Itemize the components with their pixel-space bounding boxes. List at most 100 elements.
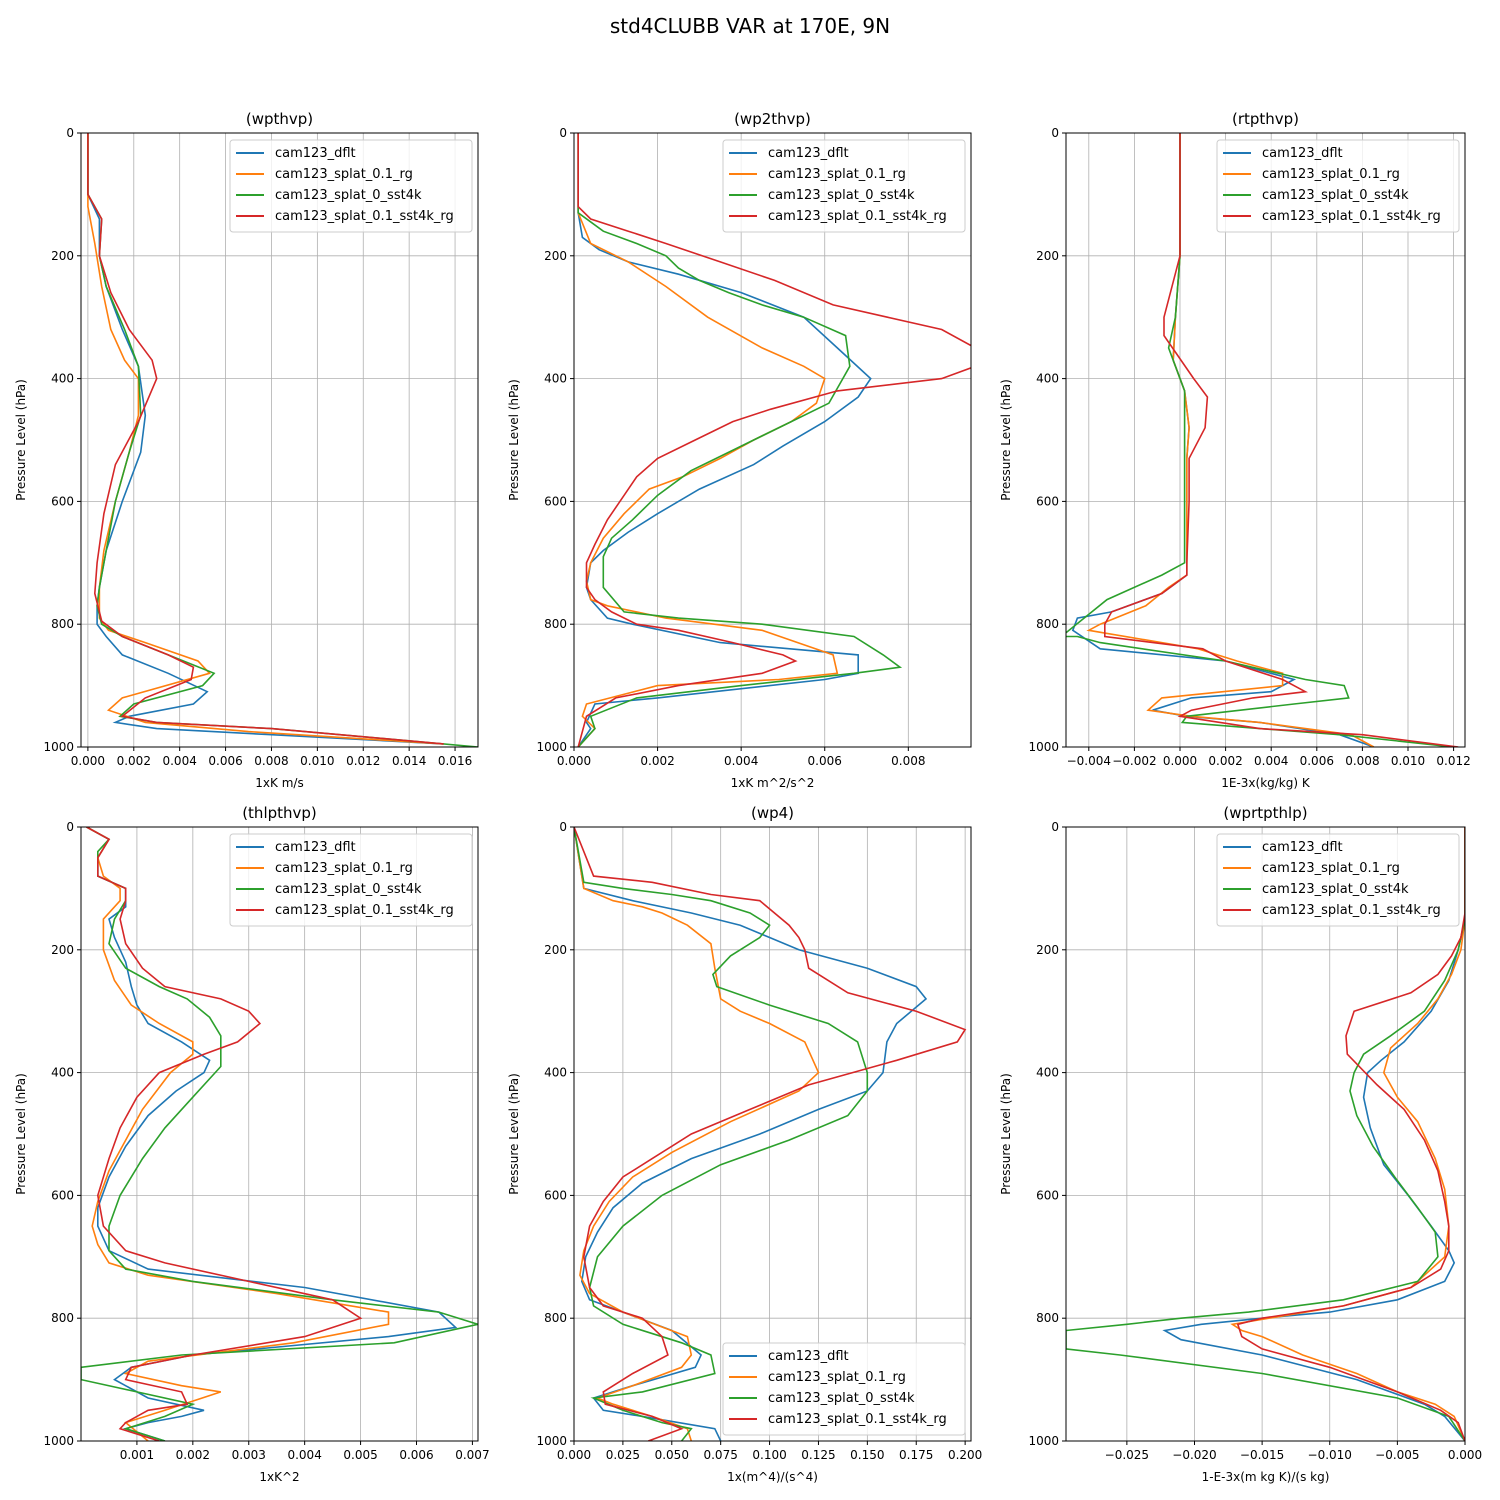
legend-label: cam123_splat_0.1_sst4k_rg	[1262, 209, 1441, 224]
y-tick-label: 1000	[536, 740, 567, 754]
y-axis-label: Pressure Level (hPa)	[507, 1073, 521, 1195]
x-tick-label: 0.175	[899, 1448, 933, 1462]
y-tick-label: 1000	[43, 1434, 74, 1448]
legend: cam123_dflt cam123_splat_0.1_rg cam123_spl…	[229, 833, 473, 927]
y-tick-label: 600	[51, 494, 74, 508]
y-tick-label: 400	[51, 372, 74, 386]
figure-title: std4CLUBB VAR at 170E, 9N	[609, 14, 891, 38]
x-tick-label: 0.004	[724, 754, 758, 768]
x-tick-label: −0.010	[1308, 1448, 1352, 1462]
x-tick-label: 0.007	[455, 1448, 489, 1462]
x-tick-label: 0.008	[1345, 754, 1379, 768]
x-tick-label: 0.100	[752, 1448, 786, 1462]
x-tick-label: −0.025	[1105, 1448, 1149, 1462]
legend-label: cam123_splat_0.1_rg	[275, 167, 413, 182]
series-line-cam123_splat_0.1_sst4k_rg	[1104, 133, 1459, 747]
panel-3: −0.004 −0.002 0.000 0.002 0.004 0.006 0.008 0.0…	[999, 110, 1471, 790]
plot-frame	[1065, 132, 1466, 748]
panel-title: (thlpthvp)	[242, 804, 317, 822]
x-tick-label: 0.002	[1208, 754, 1242, 768]
legend-label: cam123_splat_0_sst4k	[1262, 882, 1409, 897]
x-tick-label: −0.005	[1375, 1448, 1419, 1462]
y-tick-label: 200	[544, 943, 567, 957]
y-tick-label: 400	[544, 372, 567, 386]
panel-2: 0.000 0.002 0.004 0.006 0.008 0 200 400 600 800 10…	[507, 110, 972, 790]
y-tick-label: 800	[544, 617, 567, 631]
legend: cam123_dflt cam123_splat_0.1_rg cam123_spl…	[722, 1342, 966, 1436]
legend-label: cam123_splat_0.1_rg	[768, 167, 906, 182]
x-tick-label: 0.000	[557, 1448, 591, 1462]
legend-label: cam123_dflt	[768, 146, 849, 161]
y-tick-label: 600	[1036, 494, 1059, 508]
y-tick-label: 400	[1036, 372, 1059, 386]
y-tick-label: 600	[544, 1188, 567, 1202]
x-tick-label: 0.002	[117, 754, 151, 768]
series-line-cam123_splat_0_sst4k	[87, 133, 478, 747]
x-axis-label: 1xK m/s	[255, 776, 303, 790]
legend-label: cam123_splat_0.1_sst4k_rg	[275, 903, 454, 918]
panel-4: 0.001 0.002 0.003 0.004 0.005 0.006 0.007 0 200 4…	[14, 804, 490, 1484]
legend-label: cam123_splat_0_sst4k	[275, 882, 422, 897]
y-tick-label: 800	[1036, 617, 1059, 631]
panel-6: −0.025 −0.020 −0.015 −0.010 −0.005 0.000 0 200 4…	[999, 804, 1482, 1484]
x-tick-label: 0.004	[1254, 754, 1288, 768]
x-tick-label: 0.006	[808, 754, 842, 768]
x-tick-label: 0.006	[1300, 754, 1334, 768]
series-line-cam123_splat_0_sst4k	[577, 133, 903, 747]
legend-label: cam123_splat_0.1_rg	[1262, 861, 1400, 876]
series-line-cam123_splat_0.1_rg	[577, 133, 839, 747]
y-tick-label: 1000	[1028, 1434, 1059, 1448]
legend: cam123_dflt cam123_splat_0.1_rg cam123_spl…	[1216, 139, 1460, 233]
x-tick-label: 0.006	[208, 754, 242, 768]
panel-1: 0.000 0.002 0.004 0.006 0.008 0.010 0.012 0.014…	[14, 110, 479, 790]
plot-frame	[80, 132, 479, 748]
x-tick-label: 0.000	[557, 754, 591, 768]
legend-box	[722, 139, 966, 233]
y-tick-label: 400	[1036, 1066, 1059, 1080]
series-line-cam123_splat_0.1_sst4k_rg	[574, 827, 967, 1441]
series-line-cam123_splat_0.1_sst4k_rg	[87, 133, 444, 745]
y-axis-label: Pressure Level (hPa)	[999, 379, 1013, 501]
x-tick-label: −0.002	[1112, 754, 1156, 768]
x-tick-label: 0.016	[438, 754, 472, 768]
legend-label: cam123_dflt	[1262, 146, 1343, 161]
y-axis-label: Pressure Level (hPa)	[14, 379, 28, 501]
series-line-cam123_splat_0.1_rg	[574, 827, 820, 1441]
panel-title: (wp4)	[751, 804, 794, 822]
y-tick-label: 200	[1036, 943, 1059, 957]
x-tick-label: 0.006	[399, 1448, 433, 1462]
panel-5: 0.000 0.025 0.050 0.075 0.100 0.125 0.150 0.175…	[507, 804, 982, 1484]
x-tick-label: 0.012	[346, 754, 380, 768]
y-axis-label: Pressure Level (hPa)	[999, 1073, 1013, 1195]
x-axis-label: 1xK m^2/s^2	[731, 776, 815, 790]
series-line-cam123_dflt	[574, 827, 928, 1441]
x-axis-label: 1-E-3x(m kg K)/(s kg)	[1202, 1470, 1330, 1484]
y-tick-label: 400	[51, 1066, 74, 1080]
legend-label: cam123_splat_0_sst4k	[1262, 188, 1409, 203]
x-tick-label: 0.025	[606, 1448, 640, 1462]
legend: cam123_dflt cam123_splat_0.1_rg cam123_spl…	[229, 139, 473, 233]
y-axis-label: Pressure Level (hPa)	[14, 1073, 28, 1195]
y-tick-label: 600	[51, 1188, 74, 1202]
x-tick-label: −0.015	[1240, 1448, 1284, 1462]
legend-label: cam123_splat_0_sst4k	[768, 1391, 915, 1406]
x-tick-label: 0.004	[162, 754, 196, 768]
x-tick-label: 0.004	[287, 1448, 321, 1462]
y-tick-label: 0	[1051, 820, 1059, 834]
x-tick-label: 0.050	[655, 1448, 689, 1462]
x-tick-label: 0.010	[300, 754, 334, 768]
legend-label: cam123_splat_0_sst4k	[768, 188, 915, 203]
x-axis-label: 1x(m^4)/(s^4)	[727, 1470, 818, 1484]
x-tick-label: 0.200	[948, 1448, 982, 1462]
x-tick-label: 0.125	[801, 1448, 835, 1462]
legend: cam123_dflt cam123_splat_0.1_rg cam123_spl…	[722, 139, 966, 233]
legend-box	[229, 139, 473, 233]
panel-title: (rtpthvp)	[1232, 110, 1299, 128]
series-line-cam123_splat_0.1_rg	[86, 827, 390, 1441]
plot-frame	[80, 826, 479, 1442]
panel-title: (wpthvp)	[246, 110, 313, 128]
legend-box	[1216, 139, 1460, 233]
x-tick-label: 0.002	[640, 754, 674, 768]
legend-label: cam123_splat_0.1_rg	[275, 861, 413, 876]
x-tick-label: −0.004	[1067, 754, 1111, 768]
